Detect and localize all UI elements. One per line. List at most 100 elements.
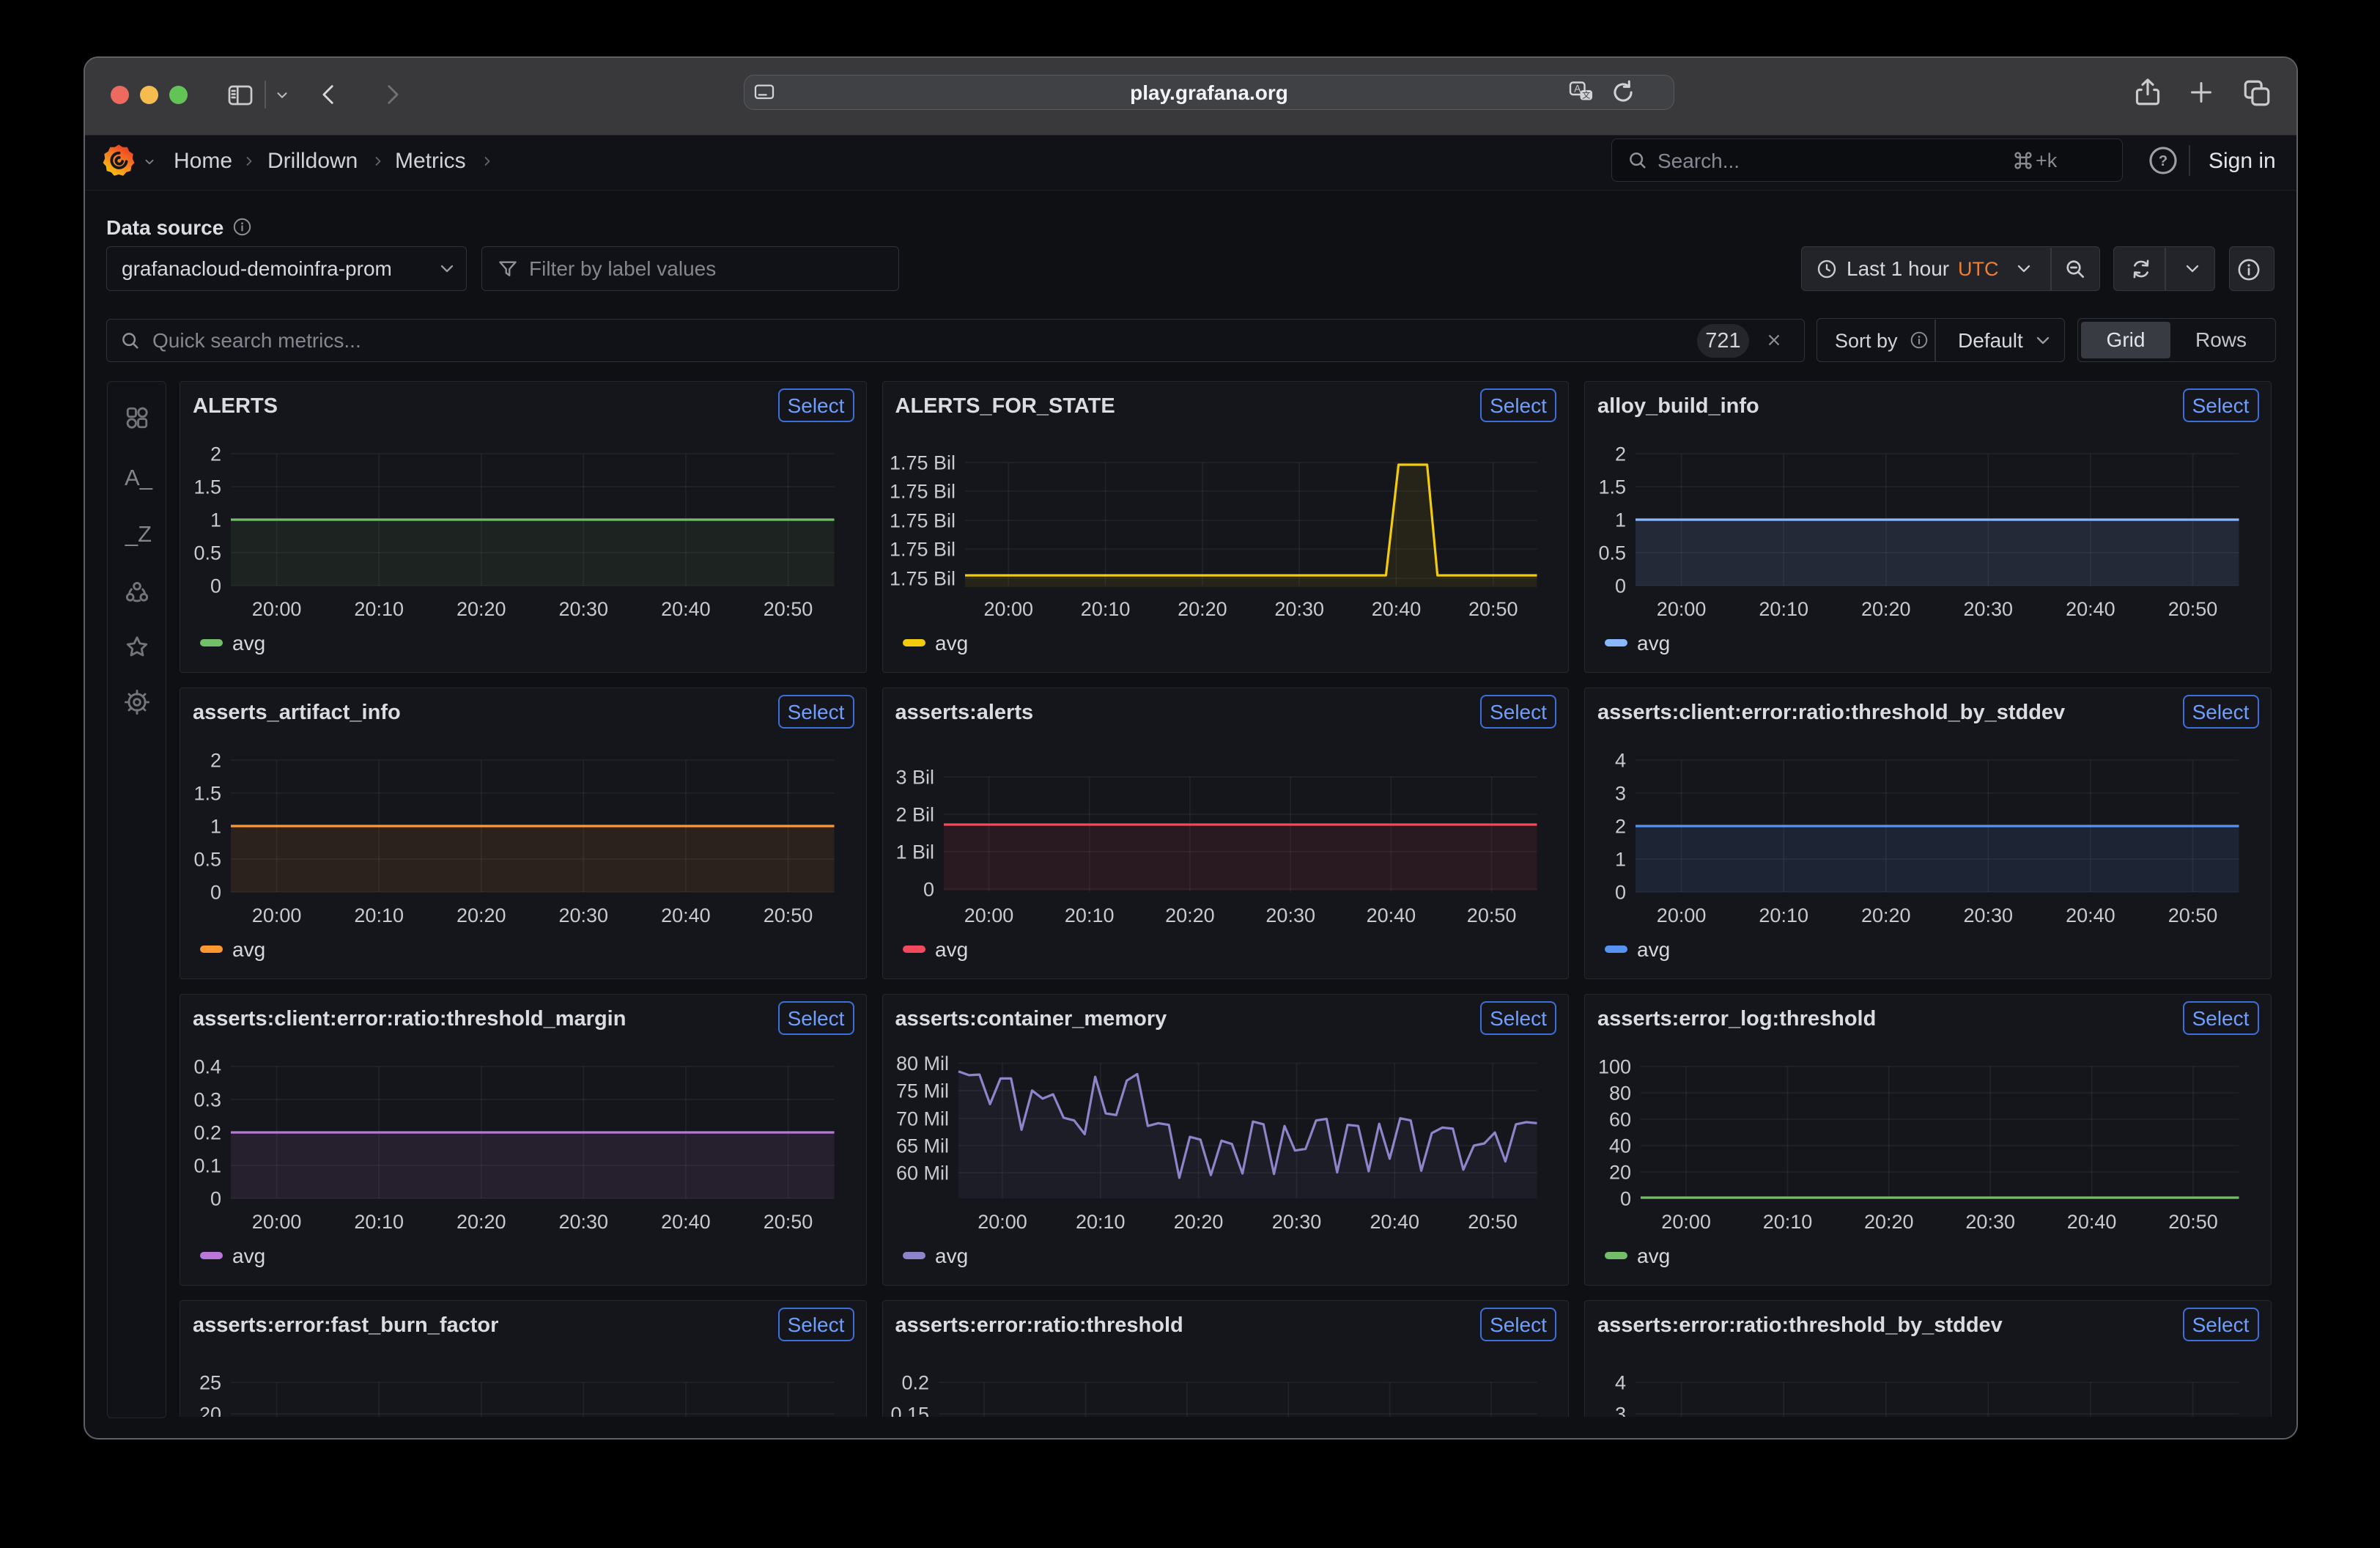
svg-text:0.2: 0.2 (193, 1122, 221, 1144)
svg-text:4: 4 (1615, 1372, 1626, 1394)
svg-text:80 Mil: 80 Mil (895, 1053, 948, 1075)
svg-text:20:20: 20:20 (1178, 598, 1227, 620)
svg-text:20:00: 20:00 (964, 904, 1013, 926)
svg-text:100: 100 (1598, 1056, 1631, 1078)
svg-text:75 Mil: 75 Mil (895, 1080, 948, 1102)
svg-text:1.75 Bil: 1.75 Bil (889, 452, 955, 474)
svg-text:20: 20 (199, 1404, 221, 1418)
svg-text:20:10: 20:10 (1759, 598, 1808, 620)
svg-text:avg: avg (1637, 632, 1670, 655)
svg-text:0.5: 0.5 (193, 849, 221, 871)
svg-text:20:50: 20:50 (2168, 598, 2218, 620)
svg-text:20:40: 20:40 (661, 904, 711, 926)
svg-text:3: 3 (1615, 783, 1626, 805)
svg-text:20:10: 20:10 (1064, 904, 1114, 926)
svg-text:?: ? (2159, 153, 2168, 169)
svg-text:60 Mil: 60 Mil (895, 1162, 948, 1184)
svg-text:avg: avg (232, 938, 265, 961)
svg-text:0: 0 (210, 1188, 221, 1210)
svg-text:20:00: 20:00 (983, 598, 1033, 620)
svg-text:2 Bil: 2 Bil (895, 804, 934, 826)
svg-text:65 Mil: 65 Mil (895, 1135, 948, 1157)
svg-text:20: 20 (1609, 1162, 1631, 1184)
svg-text:2: 2 (1615, 816, 1626, 838)
svg-text:0.2: 0.2 (901, 1372, 929, 1394)
svg-text:20:20: 20:20 (1861, 904, 1911, 926)
svg-text:1: 1 (210, 816, 221, 838)
svg-text:20:30: 20:30 (559, 1211, 609, 1233)
svg-text:20:30: 20:30 (1964, 598, 2014, 620)
svg-text:0.1: 0.1 (193, 1155, 221, 1177)
svg-text:20:50: 20:50 (1468, 598, 1518, 620)
svg-text:20:00: 20:00 (252, 1211, 302, 1233)
svg-text:1.5: 1.5 (1598, 476, 1626, 498)
svg-text:20:40: 20:40 (1371, 598, 1421, 620)
svg-text:20:10: 20:10 (1763, 1211, 1813, 1233)
svg-text:A: A (1574, 83, 1581, 94)
svg-text:20:50: 20:50 (764, 598, 813, 620)
svg-text:avg: avg (935, 938, 968, 961)
svg-text:文: 文 (1582, 90, 1590, 100)
svg-text:2: 2 (210, 443, 221, 465)
svg-text:20:20: 20:20 (457, 1211, 506, 1233)
svg-text:1 Bil: 1 Bil (895, 841, 934, 863)
svg-text:20:50: 20:50 (1466, 904, 1516, 926)
svg-text:1: 1 (1615, 849, 1626, 871)
svg-text:20:20: 20:20 (457, 904, 506, 926)
svg-text:avg: avg (1637, 938, 1670, 961)
svg-text:20:40: 20:40 (1366, 904, 1416, 926)
svg-text:20:00: 20:00 (1661, 1211, 1711, 1233)
svg-text:20:00: 20:00 (1657, 904, 1707, 926)
svg-text:20:30: 20:30 (1265, 904, 1315, 926)
svg-text:0: 0 (923, 879, 934, 901)
svg-text:20:00: 20:00 (1657, 598, 1707, 620)
svg-text:70 Mil: 70 Mil (895, 1108, 948, 1130)
svg-text:0.15: 0.15 (890, 1404, 929, 1418)
svg-text:20:20: 20:20 (1165, 904, 1215, 926)
svg-text:60: 60 (1609, 1109, 1631, 1131)
svg-text:0.5: 0.5 (1598, 542, 1626, 564)
svg-text:avg: avg (935, 1245, 968, 1267)
svg-text:20:40: 20:40 (2066, 598, 2115, 620)
svg-text:20:40: 20:40 (1370, 1211, 1419, 1233)
svg-text:20:30: 20:30 (559, 598, 609, 620)
svg-text:20:40: 20:40 (661, 598, 711, 620)
svg-text:20:50: 20:50 (2168, 904, 2218, 926)
svg-text:1.75 Bil: 1.75 Bil (889, 481, 955, 503)
svg-text:avg: avg (232, 632, 265, 655)
svg-text:0.5: 0.5 (193, 542, 221, 564)
svg-text:2: 2 (1615, 443, 1626, 465)
svg-text:20:50: 20:50 (2168, 1211, 2218, 1233)
svg-text:20:10: 20:10 (1076, 1211, 1126, 1233)
svg-text:4: 4 (1615, 750, 1626, 772)
svg-text:1.5: 1.5 (193, 783, 221, 805)
svg-text:1: 1 (1615, 509, 1626, 531)
svg-text:20:10: 20:10 (1759, 904, 1808, 926)
svg-text:20:10: 20:10 (354, 1211, 404, 1233)
svg-text:20:40: 20:40 (2067, 1211, 2117, 1233)
svg-text:20:20: 20:20 (1173, 1211, 1223, 1233)
svg-text:3: 3 (1615, 1404, 1626, 1418)
svg-text:avg: avg (1637, 1245, 1670, 1267)
svg-text:1.75 Bil: 1.75 Bil (889, 539, 955, 561)
svg-text:0: 0 (210, 575, 221, 597)
svg-text:20:50: 20:50 (764, 1211, 813, 1233)
svg-text:20:40: 20:40 (2066, 904, 2115, 926)
svg-text:0: 0 (1615, 575, 1626, 597)
svg-text:80: 80 (1609, 1083, 1631, 1105)
svg-text:20:30: 20:30 (1271, 1211, 1321, 1233)
svg-text:1.75 Bil: 1.75 Bil (889, 510, 955, 532)
svg-text:0.4: 0.4 (193, 1056, 221, 1078)
svg-text:20:40: 20:40 (661, 1211, 711, 1233)
svg-text:1.75 Bil: 1.75 Bil (889, 568, 955, 590)
svg-text:0: 0 (210, 882, 221, 904)
svg-text:20:30: 20:30 (1274, 598, 1324, 620)
svg-text:1.5: 1.5 (193, 476, 221, 498)
svg-text:20:30: 20:30 (1964, 904, 2014, 926)
svg-text:3 Bil: 3 Bil (895, 767, 934, 789)
svg-text:20:30: 20:30 (1965, 1211, 2015, 1233)
svg-text:40: 40 (1609, 1135, 1631, 1157)
svg-text:20:20: 20:20 (1861, 598, 1911, 620)
svg-text:avg: avg (232, 1245, 265, 1267)
svg-text:20:20: 20:20 (1864, 1211, 1914, 1233)
